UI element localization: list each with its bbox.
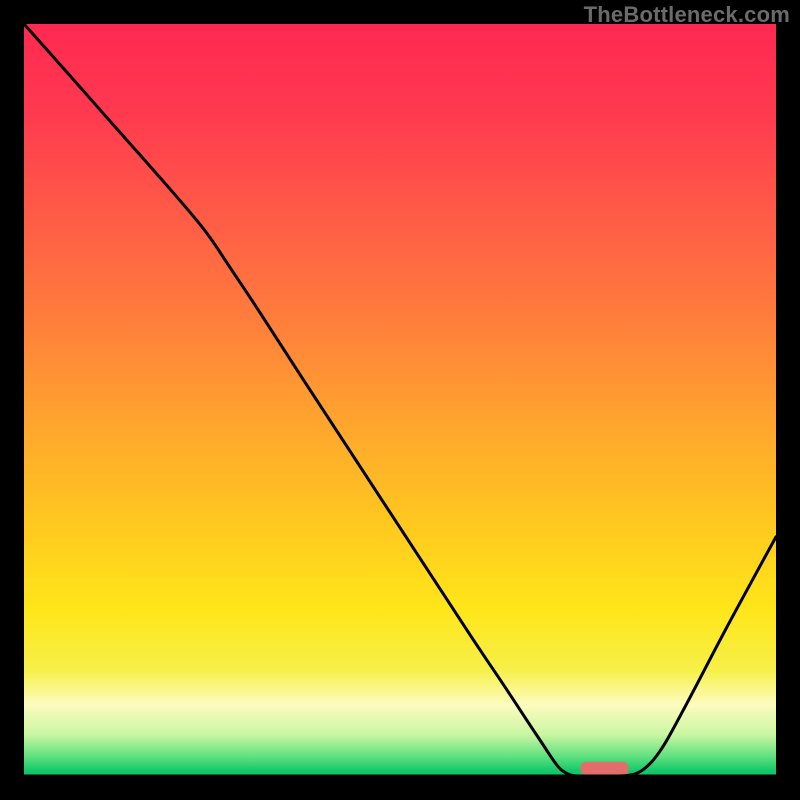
chart-stage: TheBottleneck.com <box>0 0 800 800</box>
optimal-marker <box>580 762 628 776</box>
plot-background <box>24 24 776 776</box>
watermark-text: TheBottleneck.com <box>584 2 790 28</box>
bottleneck-chart <box>0 0 800 800</box>
